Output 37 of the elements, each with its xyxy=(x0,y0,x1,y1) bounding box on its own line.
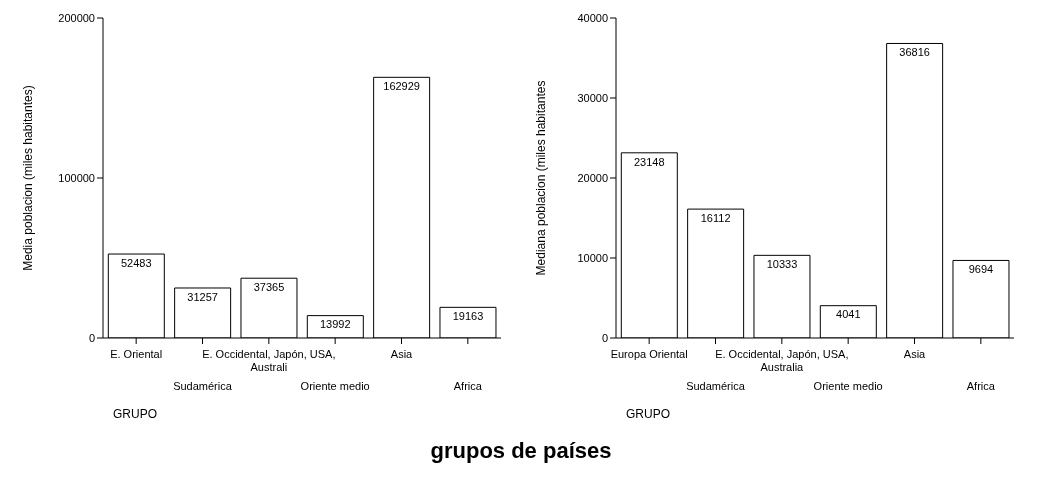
data-label: 31257 xyxy=(187,290,218,303)
data-label: 19163 xyxy=(452,310,484,323)
y-tick-label: 10000 xyxy=(577,251,608,264)
y-tick-label: 30000 xyxy=(577,91,608,104)
x-tick-label: Asia xyxy=(390,348,414,360)
y-axis-title: Mediana poblacion (miles habitantes xyxy=(534,80,549,276)
y-tick-label: 0 xyxy=(88,331,95,344)
y-tick-label: 20000 xyxy=(577,171,608,184)
x-tick-label: Africa xyxy=(966,380,996,392)
data-label: 9694 xyxy=(968,263,994,276)
y-tick-label: 200000 xyxy=(58,11,95,24)
x-tick-label: Sudamérica xyxy=(686,380,746,392)
x-axis-title: GRUPO xyxy=(626,407,671,421)
text: grupos de países xyxy=(429,438,613,464)
data-label: 37365 xyxy=(253,281,285,294)
x-tick-label: Africa xyxy=(453,380,483,392)
data-label: 4041 xyxy=(836,308,861,321)
data-label: 52483 xyxy=(121,256,152,269)
x-tick-label: Oriente medio xyxy=(813,380,883,392)
x-tick-label: Asia xyxy=(903,348,927,360)
y-axis-title: Media poblacion (miles habitantes) xyxy=(21,85,36,271)
data-label: 13992 xyxy=(320,318,351,331)
x-tick-label: Oriente medio xyxy=(300,380,370,392)
x-tick-label: E. Oriental xyxy=(110,348,163,360)
x-tick-label: E. Occidental, Japón, USA, Australia xyxy=(715,348,849,373)
y-tick-label: 40000 xyxy=(577,11,608,24)
y-tick-label: 100000 xyxy=(58,171,95,184)
y-tick-label: 0 xyxy=(601,331,608,344)
data-label: 162929 xyxy=(383,80,420,93)
x-tick-label: Europa Oriental xyxy=(610,348,688,360)
data-label: 10333 xyxy=(766,258,798,271)
x-tick-label: Sudamérica xyxy=(173,380,233,392)
x-tick-label: E. Occidental, Japón, USA, Australi xyxy=(202,348,336,373)
data-label: 16112 xyxy=(700,211,731,224)
x-axis-title: GRUPO xyxy=(113,407,158,421)
data-label: 23148 xyxy=(634,155,665,168)
data-label: 36816 xyxy=(899,46,930,59)
